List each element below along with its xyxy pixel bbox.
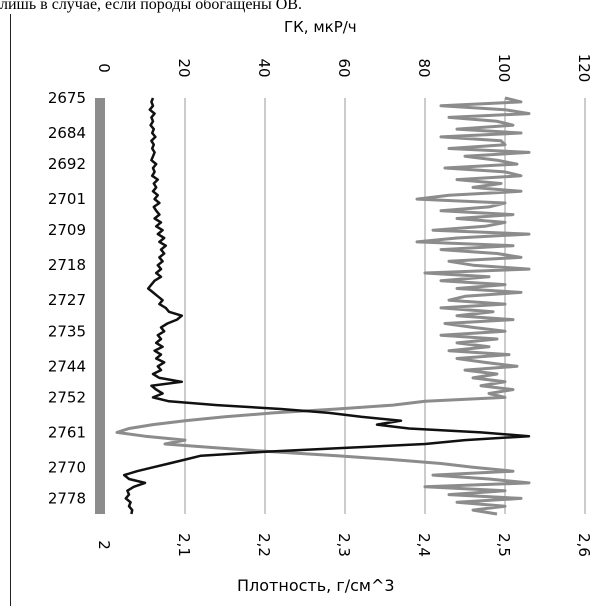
depth-tick-label: 2778 xyxy=(48,489,86,507)
top-tick-label: 100 xyxy=(495,54,513,83)
top-axis-title: ГК, мкР/ч xyxy=(284,18,357,36)
bottom-tick-label: 2,3 xyxy=(335,533,353,557)
top-tick-label: 20 xyxy=(175,58,193,77)
depth-tick-label: 2709 xyxy=(48,221,86,239)
depth-tick-label: 2727 xyxy=(48,291,86,309)
series-group xyxy=(115,96,531,516)
page-margin-rule xyxy=(10,14,11,606)
top-tick-label: 0 xyxy=(95,63,113,73)
bottom-axis-title: Плотность, г/см^3 xyxy=(237,576,395,595)
depth-tick-label: 2752 xyxy=(48,388,86,406)
bottom-tick-label: 2,5 xyxy=(495,533,513,557)
tick-labels: 0 20 40 60 80 100 120 2 2,1 2,2 2,3 2,4 2,5 2,6 2675 26… xyxy=(48,54,593,557)
depth-tick-label: 2761 xyxy=(48,423,86,441)
depth-tick-label: 2684 xyxy=(48,124,86,142)
depth-tick-label: 2770 xyxy=(48,458,86,476)
top-tick-label: 80 xyxy=(415,58,433,77)
top-tick-label: 120 xyxy=(575,54,593,83)
depth-tick-label: 2701 xyxy=(48,190,86,208)
depth-tick-label: 2692 xyxy=(48,155,86,173)
bottom-tick-label: 2,6 xyxy=(575,533,593,557)
depth-tick-label: 2718 xyxy=(48,256,86,274)
bottom-tick-label: 2 xyxy=(95,540,113,550)
page-caption: лишь в случае, если породы обогащены ОВ. xyxy=(0,0,302,13)
bottom-tick-label: 2,4 xyxy=(415,533,433,557)
depth-tick-label: 2744 xyxy=(48,357,86,375)
density-series-line xyxy=(122,97,531,515)
depth-axis-band xyxy=(95,98,105,514)
top-tick-label: 60 xyxy=(335,58,353,77)
top-tick-label: 40 xyxy=(255,58,273,77)
gk-series-line xyxy=(115,96,531,516)
bottom-tick-label: 2,2 xyxy=(255,533,273,557)
bottom-tick-label: 2,1 xyxy=(175,533,193,557)
depth-tick-label: 2675 xyxy=(48,89,86,107)
depth-tick-label: 2735 xyxy=(48,322,86,340)
grid-lines xyxy=(184,98,586,514)
